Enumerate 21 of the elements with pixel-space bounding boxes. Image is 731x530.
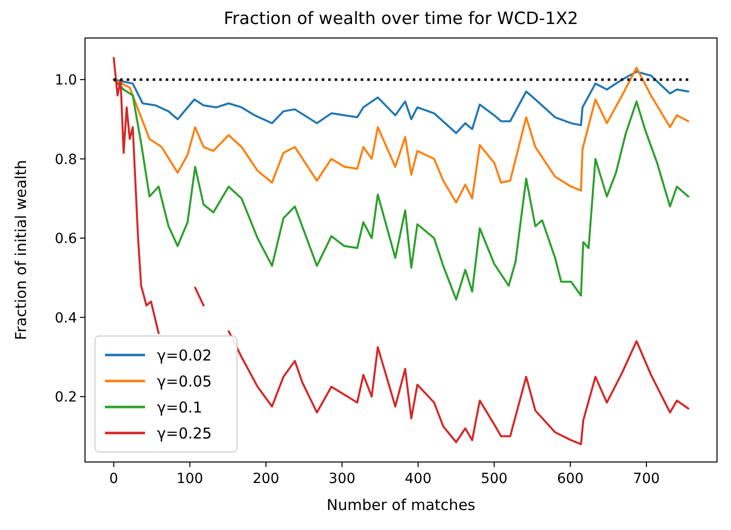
x-tick-label: 600 xyxy=(556,471,584,487)
legend-label: γ=0.02 xyxy=(157,346,212,364)
x-tick-label: 700 xyxy=(633,471,660,487)
legend-label: γ=0.05 xyxy=(157,372,212,390)
y-axis-title: Fraction of initial wealth xyxy=(12,160,30,340)
y-tick-label: 1.0 xyxy=(54,72,77,89)
y-tick-label: 0.2 xyxy=(54,390,77,406)
y-tick-label: 0.8 xyxy=(54,152,77,168)
chart-title: Fraction of wealth over time for WCD-1X2 xyxy=(224,9,578,29)
x-tick-label: 300 xyxy=(328,471,356,487)
y-tick-label: 0.4 xyxy=(54,310,78,326)
x-tick-label: 400 xyxy=(404,471,432,487)
legend-label: γ=0.25 xyxy=(157,424,212,442)
x-tick-label: 500 xyxy=(480,471,508,487)
y-tick-label: 0.6 xyxy=(54,231,78,248)
x-axis-title: Number of matches xyxy=(326,496,476,514)
legend-label: γ=0.1 xyxy=(157,398,202,416)
x-tick-label: 0 xyxy=(109,471,118,487)
x-tick-label: 100 xyxy=(176,471,204,487)
line-series xyxy=(112,78,690,301)
x-tick-label: 200 xyxy=(252,471,280,487)
